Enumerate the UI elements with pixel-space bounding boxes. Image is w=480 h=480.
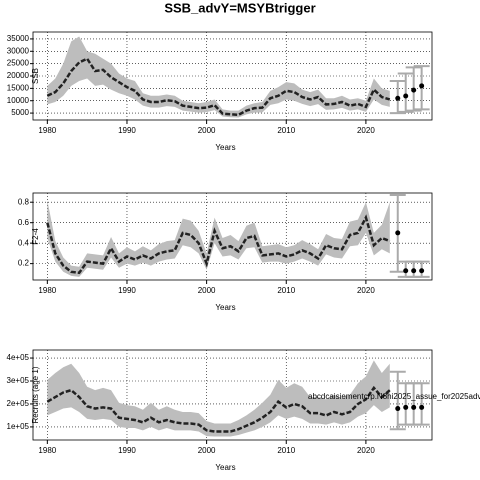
x-tick-label: 2020	[357, 126, 375, 135]
y-tick-label: 0.4	[18, 238, 30, 247]
confidence-band	[47, 360, 390, 437]
projection-point	[403, 93, 409, 99]
projection-point	[395, 230, 401, 236]
y-tick-label: 10000	[7, 96, 30, 105]
median-line	[46, 57, 391, 117]
x-tick-label: 2010	[277, 446, 295, 455]
y-tick-label: 4e+05	[7, 353, 30, 362]
y-tick-label: 2e+05	[7, 399, 30, 408]
y-tick-label: 0.6	[18, 218, 30, 227]
projection-point	[411, 404, 417, 410]
projection-point	[419, 268, 425, 274]
x-tick-label: 2000	[198, 126, 216, 135]
projection-point	[419, 404, 425, 410]
plot-frame	[32, 192, 433, 281]
projection-point	[419, 83, 425, 89]
x-axis-label: Years	[215, 303, 235, 312]
y-axis-label: Recruits (age 1)	[31, 366, 40, 423]
y-tick-label: 0.8	[18, 197, 30, 206]
projection-point	[403, 404, 409, 410]
y-tick-label: 1e+05	[7, 422, 30, 431]
x-tick-label: 1990	[118, 126, 136, 135]
x-tick-label: 2020	[357, 286, 375, 295]
chart-title: SSB_advY=MSYBtrigger	[164, 0, 315, 15]
x-tick-label: 2000	[198, 286, 216, 295]
y-tick-label: 25000	[7, 59, 30, 68]
x-tick-label: 1980	[38, 286, 56, 295]
x-tick-label: 1990	[118, 286, 136, 295]
x-axis-label: Years	[215, 463, 235, 472]
x-tick-label: 2020	[357, 446, 375, 455]
plot-frame	[32, 349, 433, 441]
x-tick-label: 1990	[118, 446, 136, 455]
projection-point	[395, 95, 401, 101]
x-tick-label: 1980	[38, 446, 56, 455]
projection-point	[411, 268, 417, 274]
y-axis-label: SSB	[31, 68, 40, 84]
projection-point	[411, 87, 417, 93]
y-tick-label: 5000	[11, 108, 29, 117]
x-tick-label: 2010	[277, 286, 295, 295]
projection-point	[395, 406, 401, 412]
projection-point	[403, 268, 409, 274]
y-tick-label: 0.2	[18, 259, 30, 268]
x-axis-label: Years	[215, 143, 235, 152]
y-tick-label: 3e+05	[7, 376, 30, 385]
y-tick-label: 20000	[7, 71, 30, 80]
x-tick-label: 1980	[38, 126, 56, 135]
median-line	[46, 385, 391, 433]
y-tick-label: 15000	[7, 83, 30, 92]
x-tick-label: 2010	[277, 126, 295, 135]
annotation: abcdcaisiementcrp.N8hi2025_assue_for2025…	[308, 392, 480, 401]
x-tick-label: 2000	[198, 446, 216, 455]
y-tick-label: 30000	[7, 46, 30, 55]
y-axis-label: F2-4	[31, 228, 40, 245]
y-tick-label: 35000	[7, 34, 30, 43]
confidence-band	[47, 36, 390, 118]
